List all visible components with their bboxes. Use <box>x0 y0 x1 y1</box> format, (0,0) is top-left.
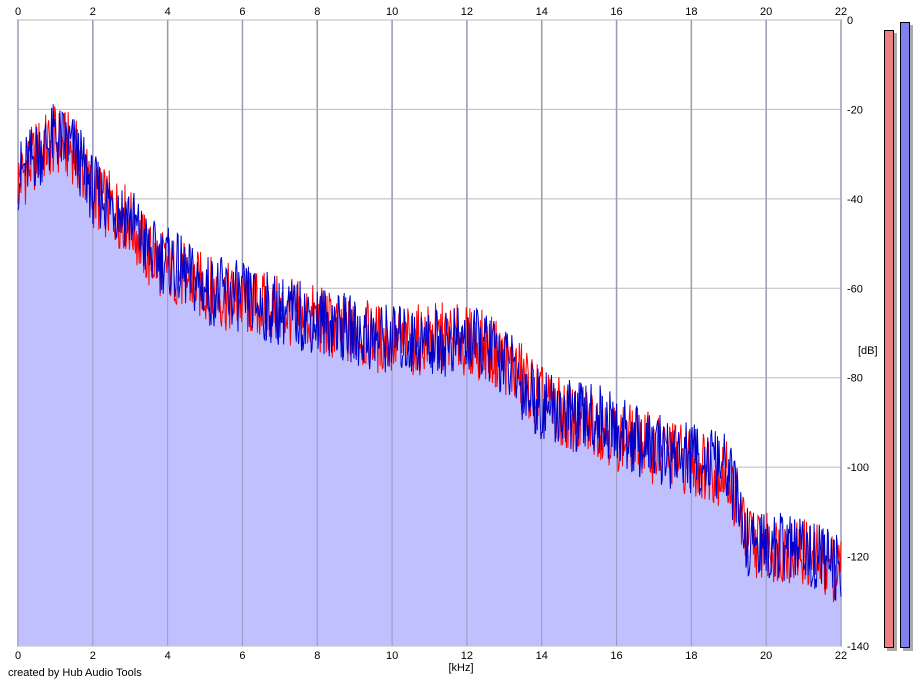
x-tick-label-top: 10 <box>386 6 398 18</box>
x-tick-label-top: 20 <box>760 6 772 18</box>
x-tick-label-top: 8 <box>314 6 320 18</box>
x-tick-label-top: 0 <box>15 6 21 18</box>
y-tick-label: 0 <box>847 15 853 27</box>
y-tick-label: -80 <box>847 373 863 385</box>
x-tick-label-bottom: 4 <box>165 650 171 662</box>
x-tick-label-top: 22 <box>835 6 847 18</box>
y-axis-label: [dB] <box>858 345 878 357</box>
x-tick-label-bottom: 8 <box>314 650 320 662</box>
spectrum-fill-area <box>18 104 841 646</box>
x-tick-label-top: 2 <box>90 6 96 18</box>
left-channel-line <box>17 106 842 603</box>
x-tick-label-top: 16 <box>610 6 622 18</box>
x-tick-label-bottom: 22 <box>835 650 847 662</box>
x-tick-label-bottom: 0 <box>15 650 21 662</box>
y-tick-label: -60 <box>847 283 863 295</box>
right-channel-line <box>17 104 842 602</box>
y-tick-label: -40 <box>847 194 863 206</box>
x-tick-label-top: 12 <box>461 6 473 18</box>
x-tick-label-bottom: 18 <box>685 650 697 662</box>
left-level-meter <box>884 30 894 648</box>
y-tick-label: -140 <box>847 641 869 653</box>
x-tick-label-bottom: 10 <box>386 650 398 662</box>
right-level-meter <box>900 22 910 648</box>
x-tick-label-bottom: 16 <box>610 650 622 662</box>
x-tick-label-top: 18 <box>685 6 697 18</box>
x-tick-label-bottom: 20 <box>760 650 772 662</box>
x-tick-label-top: 14 <box>536 6 548 18</box>
x-tick-label-bottom: 12 <box>461 650 473 662</box>
credit-text: created by Hub Audio Tools <box>8 667 142 679</box>
x-tick-label-bottom: 2 <box>90 650 96 662</box>
y-tick-label: -120 <box>847 552 869 564</box>
x-tick-label-top: 6 <box>239 6 245 18</box>
x-axis-label: [kHz] <box>448 662 473 674</box>
y-tick-label: -20 <box>847 104 863 116</box>
x-tick-label-top: 4 <box>165 6 171 18</box>
x-tick-label-bottom: 14 <box>536 650 548 662</box>
y-tick-label: -100 <box>847 462 869 474</box>
x-tick-label-bottom: 6 <box>239 650 245 662</box>
